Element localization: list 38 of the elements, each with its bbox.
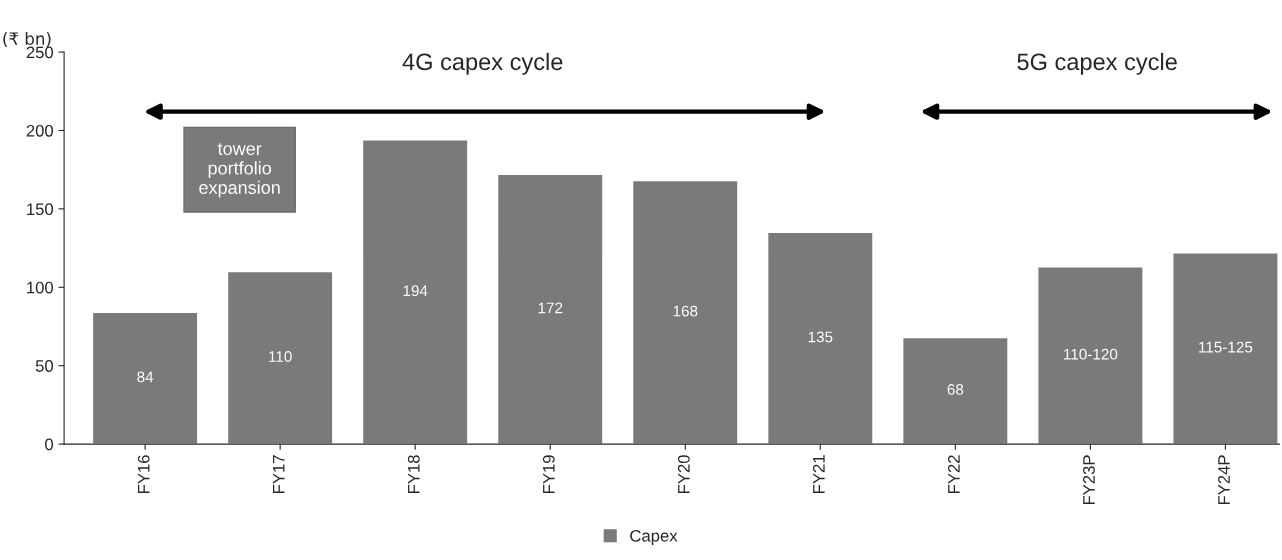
data-label: 135 [808, 331, 833, 343]
data-label: 110 [269, 351, 292, 362]
x-tick-label: FY17 [273, 455, 285, 493]
data-label: 84 [137, 371, 154, 383]
y-tick-label: 150 [27, 203, 54, 216]
y-tick-label: 0 [45, 438, 54, 451]
bar [1037, 266, 1144, 445]
x-tick-label: FY22 [948, 455, 960, 493]
x-tick-label: FY18 [407, 455, 420, 493]
bar [361, 139, 469, 445]
bar [1172, 252, 1279, 445]
x-tick-label: FY19 [542, 455, 555, 493]
bar [766, 231, 874, 445]
data-label: 172 [538, 302, 563, 314]
data-label: 110-120 [1064, 348, 1118, 360]
bar [631, 179, 739, 445]
annotation: tower portfolio expansion [199, 143, 280, 198]
bar [91, 311, 199, 445]
data-label: 115-125 [1199, 341, 1253, 353]
y-tick-label: 50 [35, 360, 54, 372]
data-label: 194 [403, 285, 428, 297]
y-tick-label: 250 [26, 46, 54, 59]
x-tick-label: FY23P [1083, 455, 1095, 505]
bar [901, 336, 1009, 445]
y-axis-title: (₹ bn) [3, 32, 51, 47]
annotation: 5G capex cycle [1017, 52, 1177, 75]
y-tick-label: 100 [27, 281, 54, 294]
data-label: 68 [947, 384, 964, 395]
bar [496, 173, 604, 445]
bar [226, 270, 334, 445]
legend-label: Capex [630, 529, 678, 545]
x-tick-label: FY24P [1218, 455, 1230, 505]
x-tick-label: FY16 [137, 455, 150, 493]
data-label: 168 [673, 305, 698, 317]
annotation: 4G capex cycle [402, 52, 563, 75]
y-tick-label: 200 [26, 124, 54, 137]
x-tick-label: FY21 [812, 455, 825, 493]
x-tick-label: FY20 [677, 455, 690, 493]
